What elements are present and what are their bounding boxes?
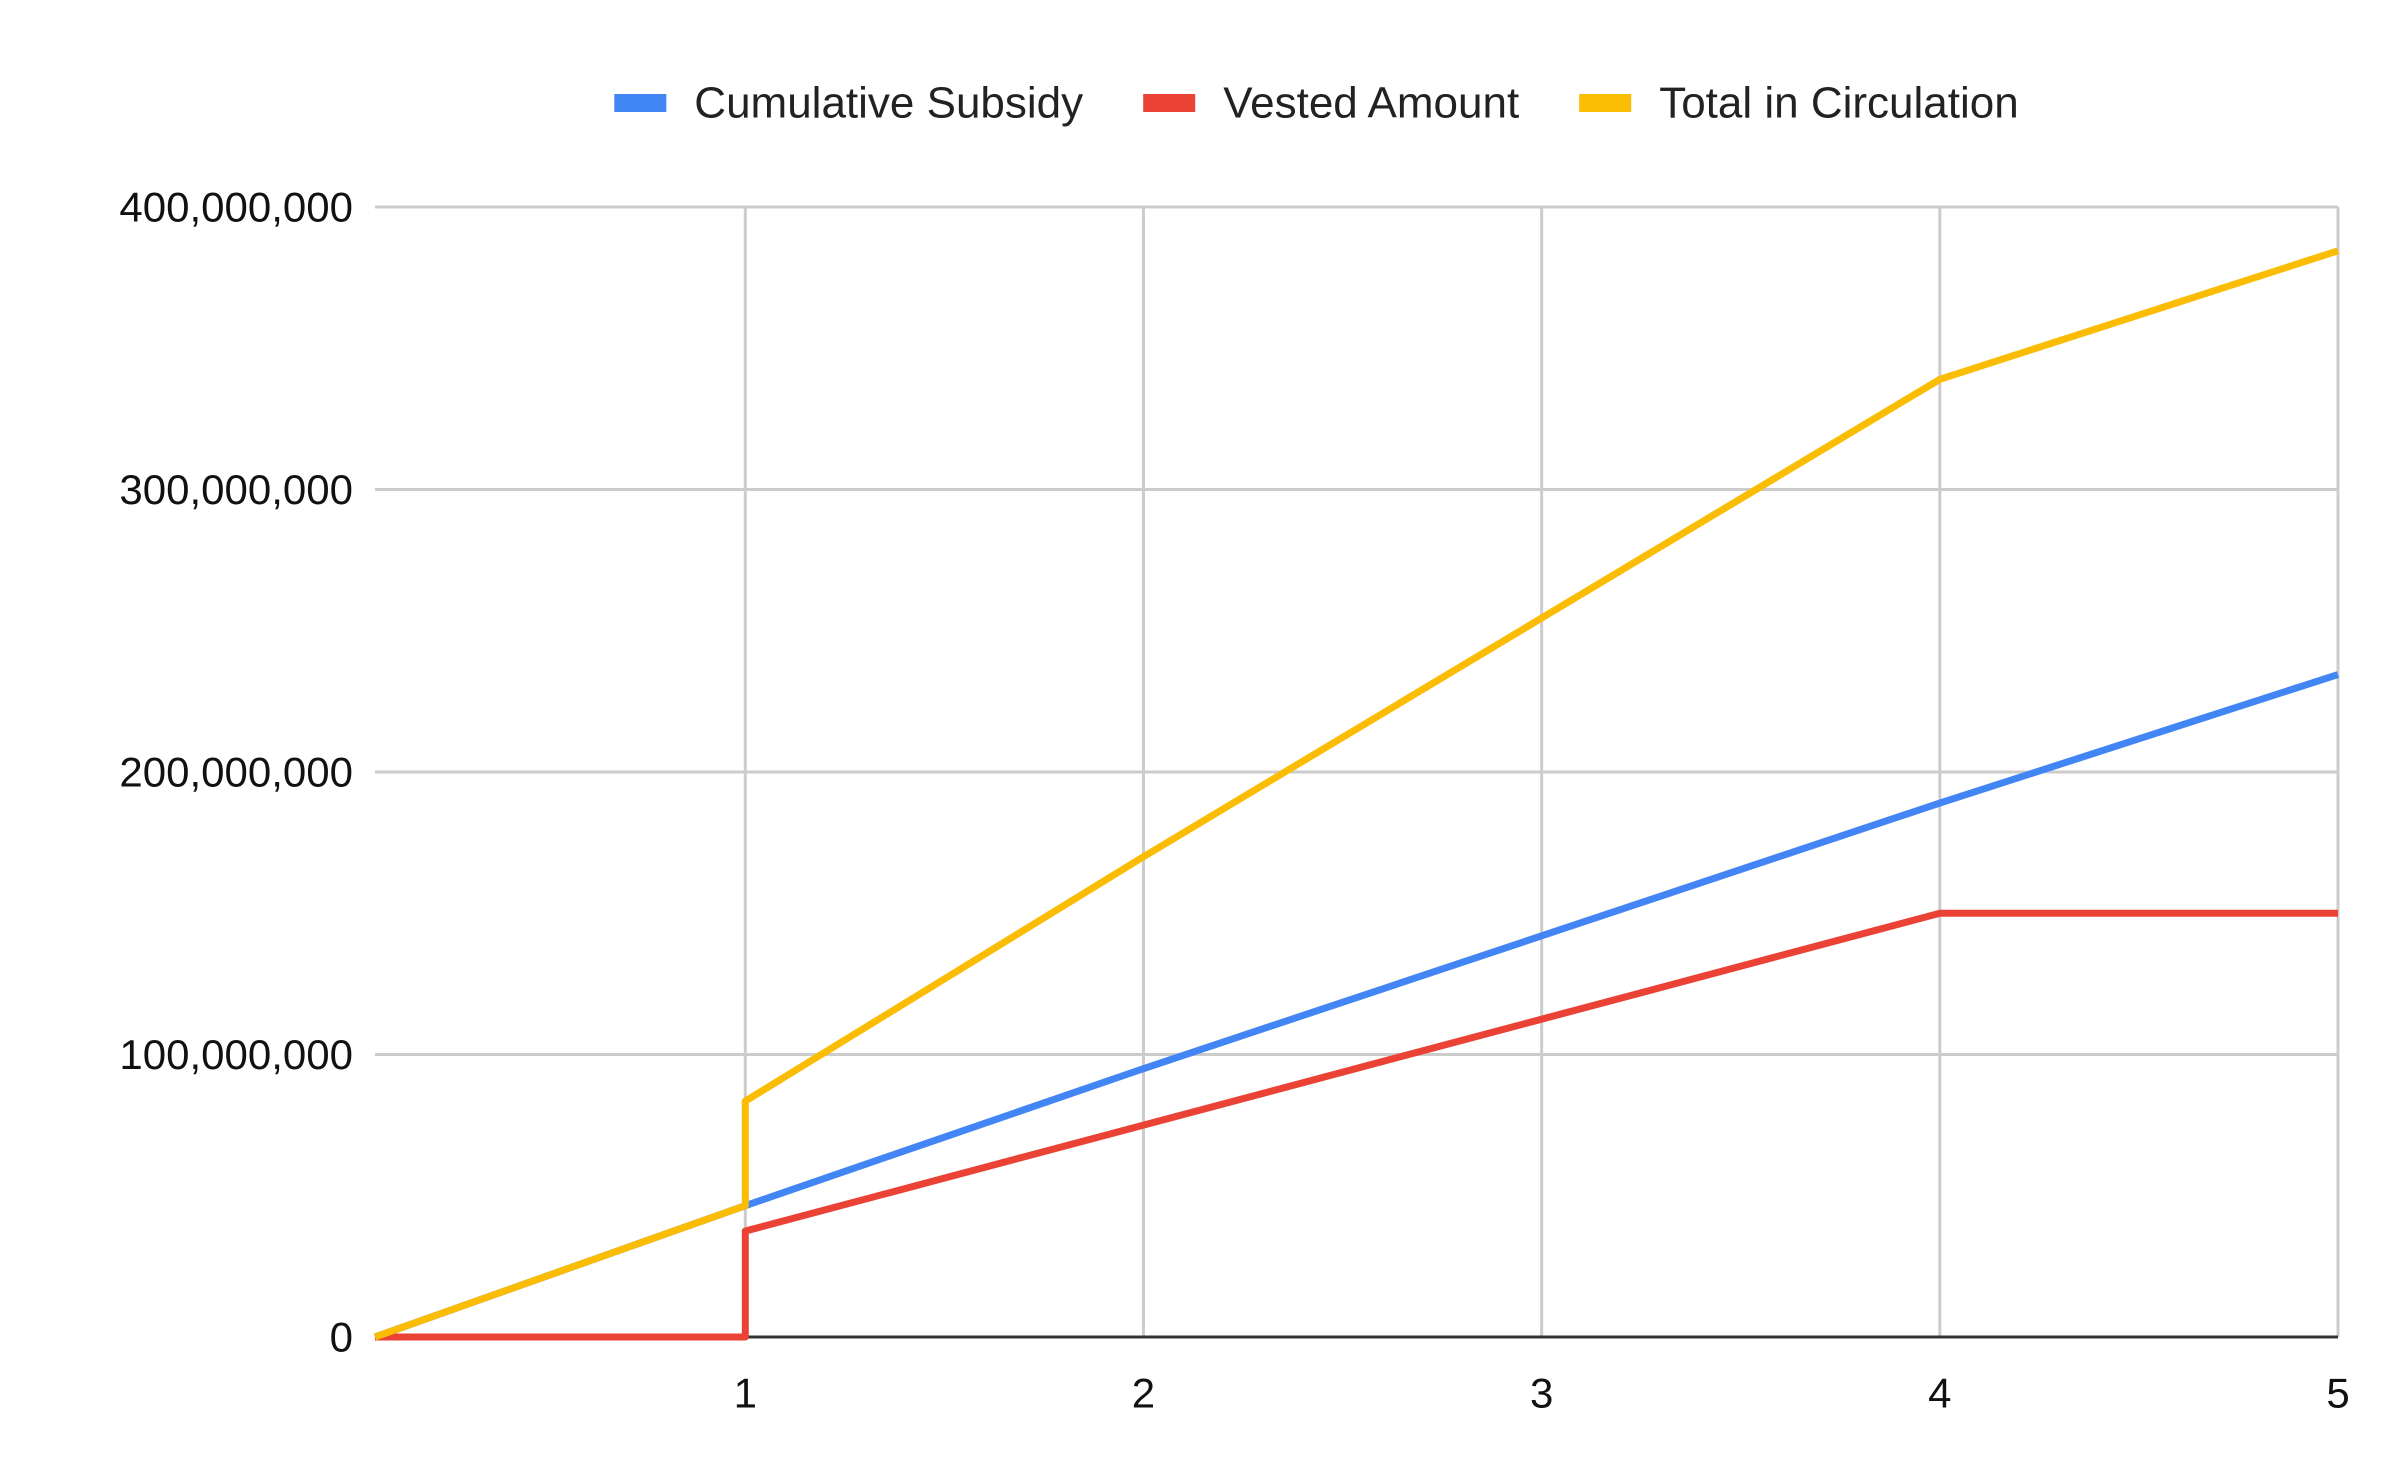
x-tick-label: 2 xyxy=(1132,1370,1155,1417)
y-tick-label: 100,000,000 xyxy=(119,1031,353,1078)
series-line xyxy=(373,671,2340,1341)
x-tick-label: 4 xyxy=(1928,1370,1951,1417)
legend-label: Cumulative Subsidy xyxy=(694,79,1083,128)
series-line xyxy=(373,247,2340,1341)
y-tick-label: 400,000,000 xyxy=(119,184,353,231)
x-tick-label: 5 xyxy=(2326,1370,2349,1417)
legend-label: Total in Circulation xyxy=(1659,79,2019,128)
legend-swatch xyxy=(614,94,667,112)
y-tick-label: 0 xyxy=(330,1314,353,1361)
y-tick-label: 200,000,000 xyxy=(119,749,353,796)
legend-swatch xyxy=(1579,94,1632,112)
legend: Cumulative Subsidy Vested Amount Total in … xyxy=(614,79,2019,128)
series-lines xyxy=(373,247,2340,1341)
y-tick-label: 300,000,000 xyxy=(119,466,353,513)
x-tick-label: 1 xyxy=(734,1370,757,1417)
x-tick-label: 3 xyxy=(1530,1370,1553,1417)
legend-item: Cumulative Subsidy xyxy=(614,79,1083,128)
legend-item: Total in Circulation xyxy=(1579,79,2019,128)
legend-label: Vested Amount xyxy=(1223,79,1519,128)
tick-labels: 0 100,000,000 200,000,000 300,000,000 400,00… xyxy=(119,184,2349,1417)
legend-swatch xyxy=(1143,94,1196,112)
gridlines xyxy=(375,205,2340,1337)
legend-item: Vested Amount xyxy=(1143,79,1519,128)
series-line xyxy=(375,909,2338,1341)
